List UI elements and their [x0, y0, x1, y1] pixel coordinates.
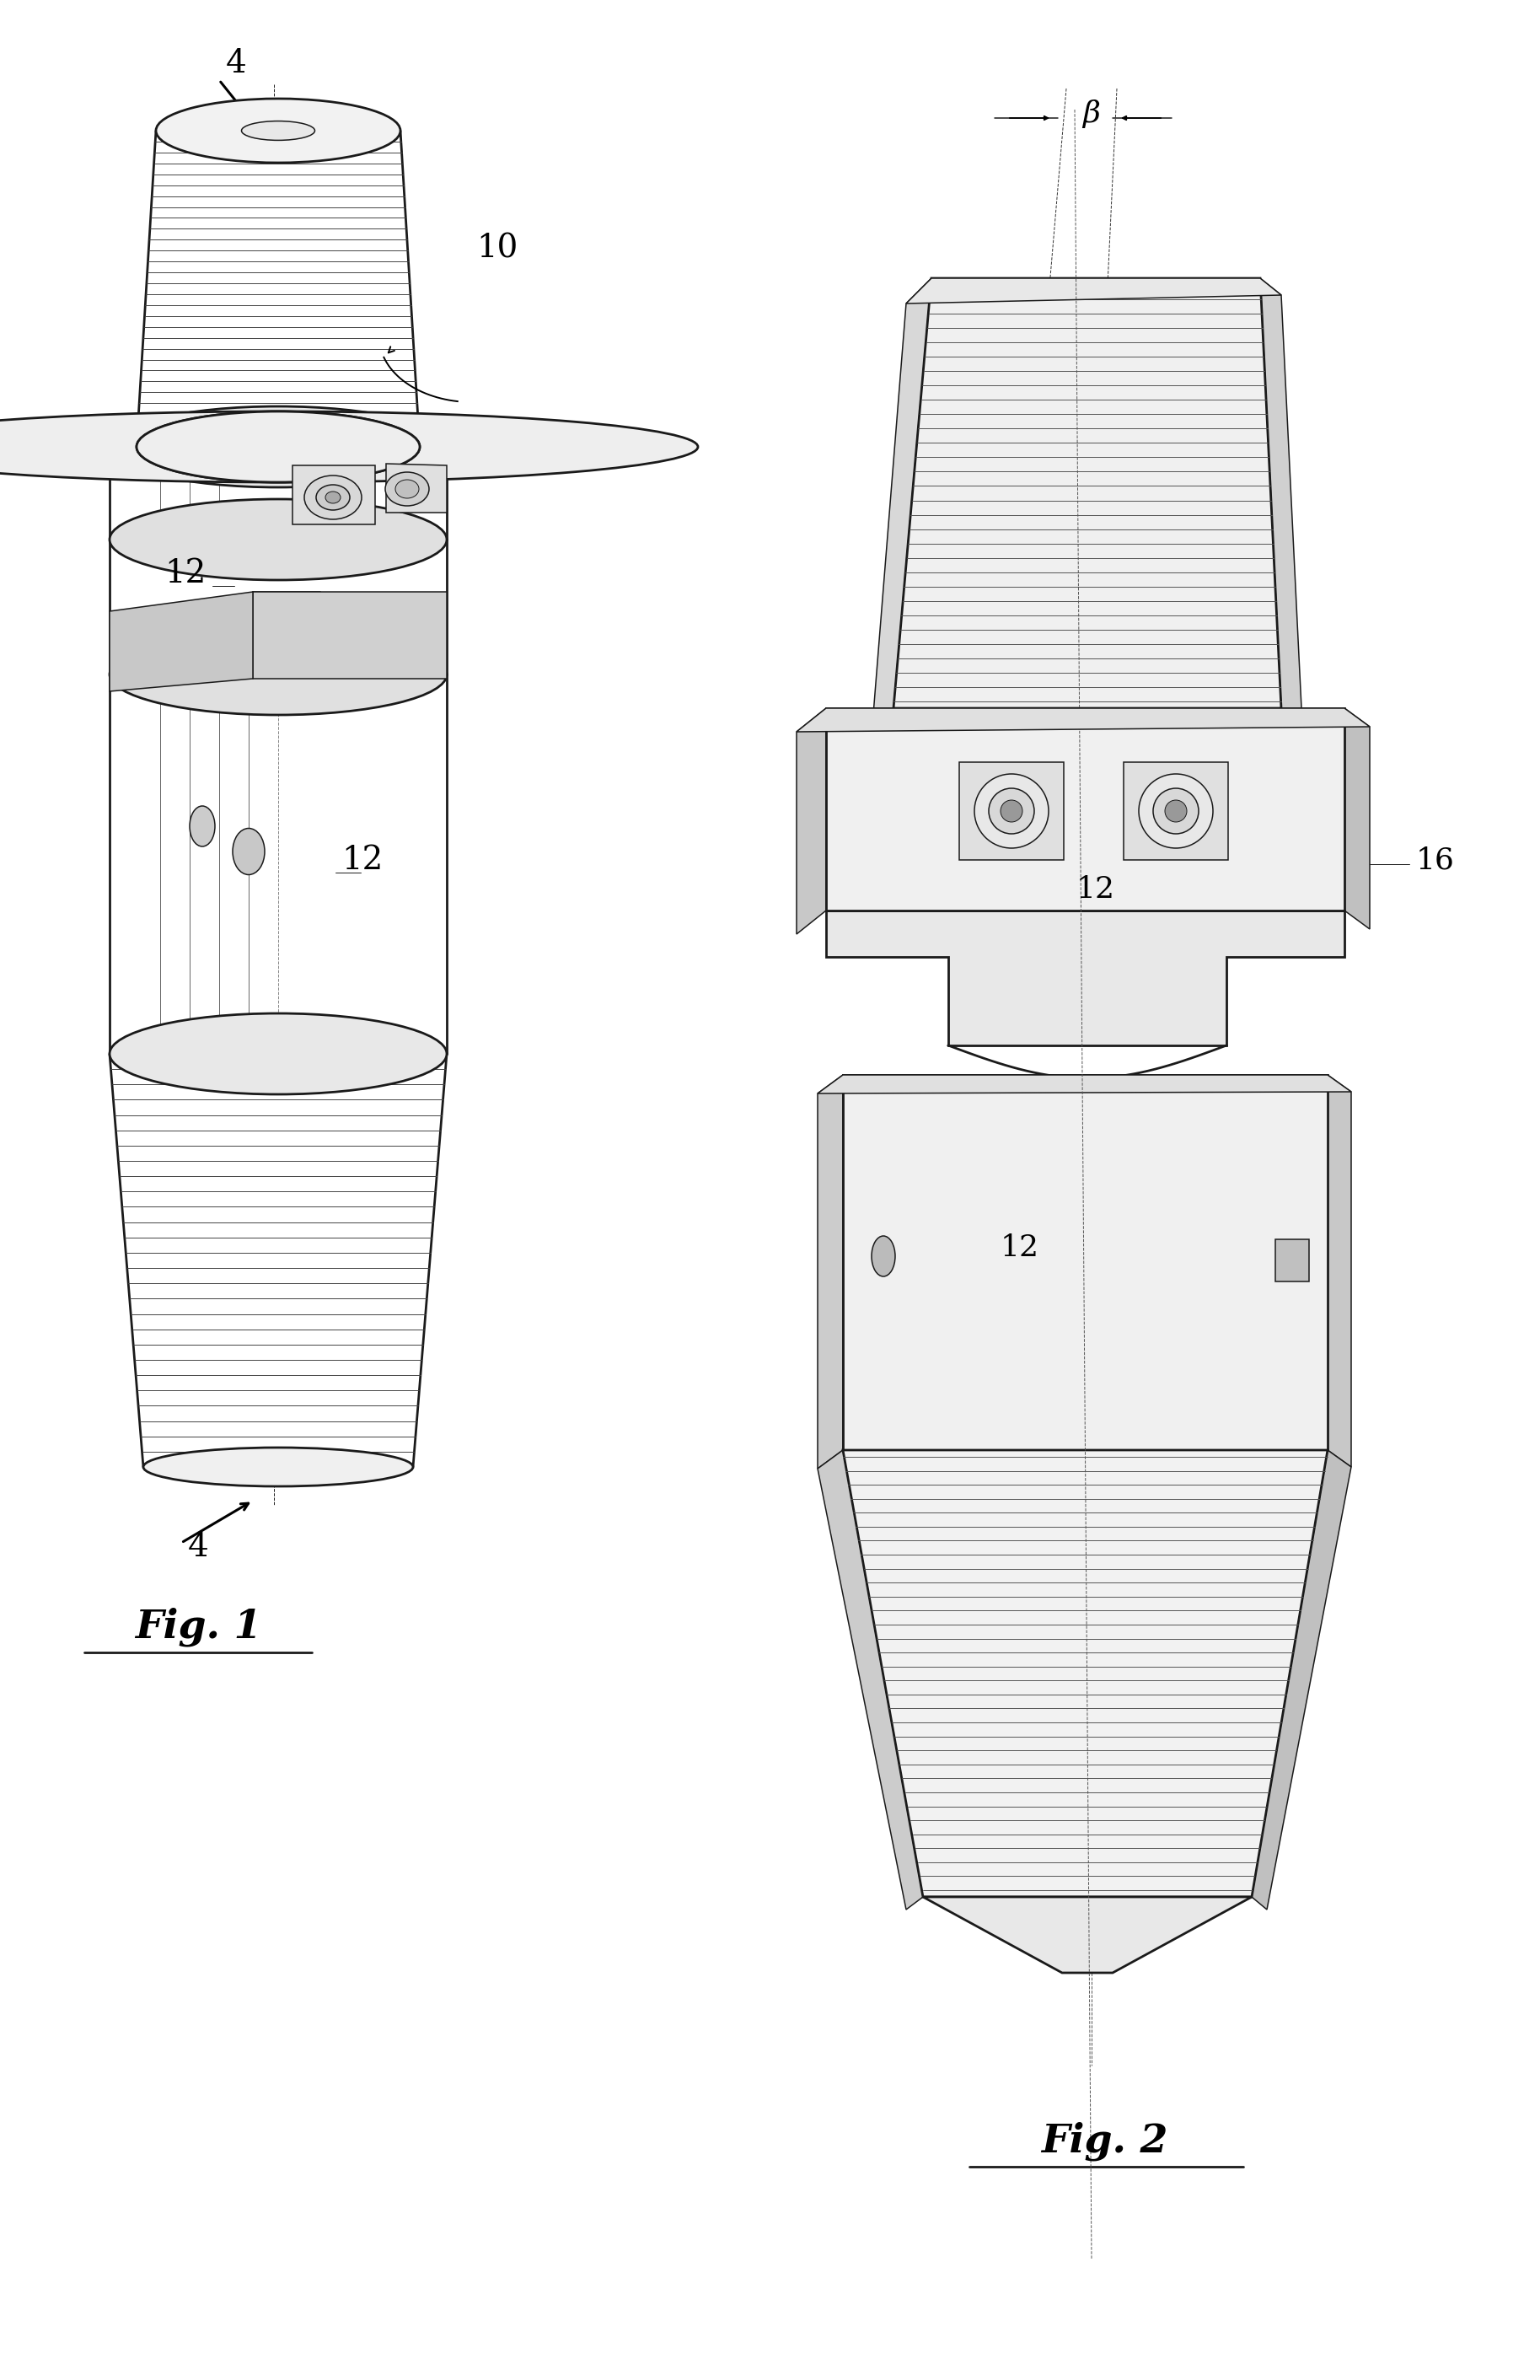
Polygon shape [1327, 1076, 1351, 1466]
Ellipse shape [325, 493, 340, 502]
Polygon shape [1124, 762, 1227, 859]
Ellipse shape [1164, 800, 1187, 821]
Polygon shape [293, 466, 376, 524]
Polygon shape [818, 1449, 922, 1909]
Ellipse shape [109, 500, 447, 581]
Ellipse shape [1138, 774, 1214, 847]
Text: Fig. 1: Fig. 1 [134, 1606, 262, 1647]
Polygon shape [818, 1076, 842, 1468]
Polygon shape [1260, 278, 1303, 726]
Ellipse shape [109, 633, 447, 714]
Ellipse shape [156, 98, 400, 162]
Ellipse shape [385, 471, 430, 507]
Ellipse shape [989, 788, 1035, 833]
Polygon shape [387, 464, 447, 512]
Ellipse shape [137, 412, 420, 483]
Polygon shape [893, 278, 1281, 709]
Ellipse shape [396, 481, 419, 497]
Ellipse shape [189, 807, 216, 847]
Ellipse shape [975, 774, 1049, 847]
Text: Fig. 2: Fig. 2 [1041, 2123, 1167, 2161]
Polygon shape [959, 762, 1064, 859]
Text: 10: 10 [476, 233, 517, 264]
Text: 4: 4 [188, 1530, 208, 1564]
Polygon shape [842, 1449, 1327, 1897]
Ellipse shape [1001, 800, 1023, 821]
Polygon shape [796, 709, 825, 933]
Polygon shape [818, 1076, 1351, 1092]
Text: 12: 12 [165, 557, 206, 588]
Polygon shape [825, 709, 1344, 912]
Text: 4: 4 [225, 48, 246, 79]
Ellipse shape [316, 486, 350, 509]
Ellipse shape [137, 412, 420, 483]
Text: β: β [1083, 100, 1101, 129]
Ellipse shape [109, 1014, 447, 1095]
Polygon shape [873, 278, 932, 726]
Ellipse shape [0, 412, 698, 483]
Polygon shape [109, 593, 253, 690]
Polygon shape [825, 912, 1344, 1045]
Polygon shape [796, 709, 1369, 731]
Ellipse shape [233, 828, 265, 876]
Ellipse shape [1153, 788, 1198, 833]
Text: 12: 12 [1076, 876, 1115, 904]
Ellipse shape [305, 476, 362, 519]
Text: 12: 12 [1001, 1233, 1040, 1261]
Polygon shape [906, 278, 1281, 305]
Polygon shape [922, 1897, 1252, 1973]
Polygon shape [842, 1076, 1327, 1449]
Polygon shape [1344, 709, 1369, 928]
Ellipse shape [143, 1447, 413, 1488]
Ellipse shape [242, 121, 314, 140]
Text: 12: 12 [342, 845, 383, 876]
Ellipse shape [872, 1235, 895, 1276]
Polygon shape [1275, 1240, 1309, 1280]
Ellipse shape [109, 407, 447, 488]
Polygon shape [1252, 1449, 1351, 1909]
Text: 16: 16 [1417, 845, 1455, 873]
Polygon shape [253, 593, 447, 678]
